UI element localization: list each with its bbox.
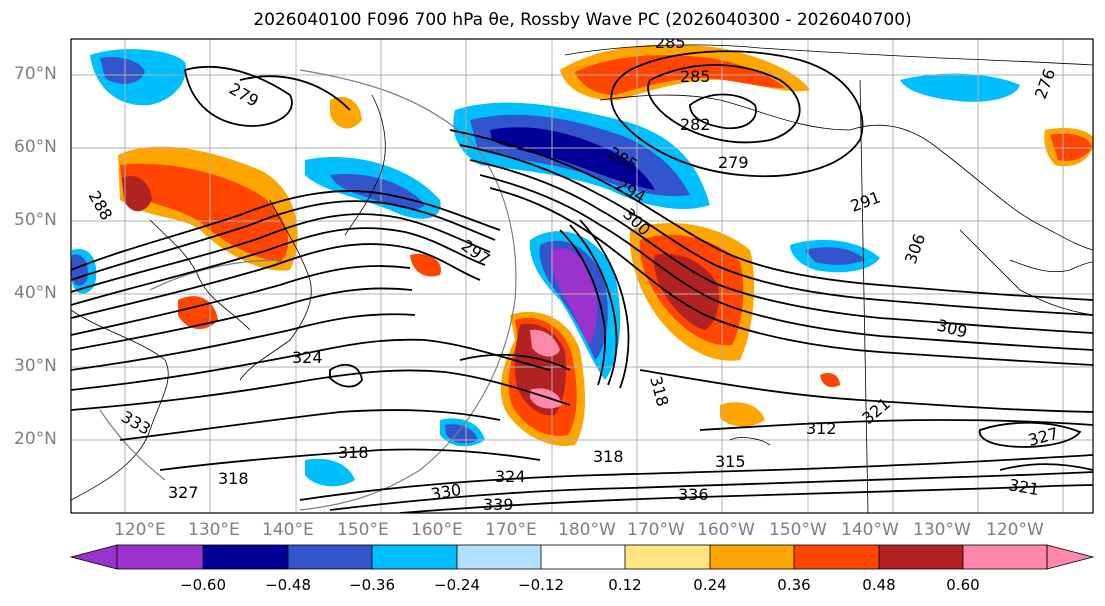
contour-label: 312 xyxy=(806,419,837,438)
lon-label: 170°W xyxy=(627,520,685,540)
colorbar-segment xyxy=(117,545,203,569)
colorbar-segment xyxy=(372,545,457,569)
coastlines xyxy=(71,44,1093,513)
contour-label: 285 xyxy=(655,33,686,52)
lon-label: 180°W xyxy=(558,520,616,540)
lon-label: 160°W xyxy=(697,520,755,540)
lon-label: 130°W xyxy=(913,520,971,540)
colorbar-tick-label: 0.48 xyxy=(862,576,896,594)
colorbar-segment xyxy=(457,545,541,569)
colorbar-tick-label: 0.60 xyxy=(946,576,980,594)
reference-arcs xyxy=(99,69,517,511)
contour-label: 339 xyxy=(483,495,514,514)
colorbar-tick-label: 0.12 xyxy=(608,576,642,594)
colorbar-segment xyxy=(288,545,372,569)
lon-label: 140°W xyxy=(841,520,899,540)
lon-label: 120°W xyxy=(986,520,1044,540)
lon-label: 140°E xyxy=(262,520,314,540)
lon-label: 120°E xyxy=(114,520,166,540)
lat-label: 20°N xyxy=(14,429,57,449)
lat-label: 70°N xyxy=(14,64,57,84)
colorbar-segment xyxy=(541,545,625,569)
contour-label: 324 xyxy=(292,348,323,367)
lon-label: 170°E xyxy=(485,520,537,540)
lon-label: 150°W xyxy=(769,520,827,540)
colorbar-tick-label: 0.36 xyxy=(777,576,811,594)
anomaly-shading xyxy=(71,44,1093,487)
colorbar-segment xyxy=(710,545,794,569)
colorbar-tick-label: 0.24 xyxy=(693,576,727,594)
contour-label: 285 xyxy=(680,67,711,86)
colorbar-tick-label: −0.36 xyxy=(349,576,395,594)
colorbar xyxy=(69,544,1095,570)
lon-label: 150°E xyxy=(337,520,389,540)
contour-label: 279 xyxy=(718,153,749,172)
lon-label: 130°E xyxy=(188,520,240,540)
lat-label: 40°N xyxy=(14,283,57,303)
colorbar-segment xyxy=(879,545,963,569)
map-frame xyxy=(70,38,1094,514)
map-title: 2026040100 F096 700 hPa θe, Rossby Wave … xyxy=(253,10,912,30)
contour-label: 282 xyxy=(680,115,711,134)
colorbar-segment xyxy=(1046,544,1095,570)
contour-label: 318 xyxy=(593,447,624,466)
theta-e-contours xyxy=(71,50,1093,513)
contour-label: 315 xyxy=(715,452,746,471)
lat-label: 30°N xyxy=(14,356,57,376)
colorbar-tick-label: −0.48 xyxy=(265,576,311,594)
colorbar-segment xyxy=(963,545,1047,569)
lat-label: 50°N xyxy=(14,210,57,230)
colorbar-segment xyxy=(69,544,118,570)
contour-label: 324 xyxy=(495,467,526,486)
contour-label: 336 xyxy=(678,485,709,504)
contour-label: 327 xyxy=(168,483,199,502)
lon-label: 160°E xyxy=(411,520,463,540)
lat-label: 60°N xyxy=(14,137,57,157)
map-plot-area: 285 279 285 282 279 285 294 300 291 297 … xyxy=(71,33,1093,514)
contour-label: 318 xyxy=(218,469,249,488)
colorbar-segment xyxy=(625,545,710,569)
colorbar-segment xyxy=(794,545,879,569)
colorbar-tick-label: −0.60 xyxy=(180,576,226,594)
colorbar-tick-label: −0.24 xyxy=(434,576,480,594)
colorbar-segment xyxy=(203,545,288,569)
colorbar-tick-label: −0.12 xyxy=(518,576,564,594)
contour-label: 318 xyxy=(338,443,369,462)
